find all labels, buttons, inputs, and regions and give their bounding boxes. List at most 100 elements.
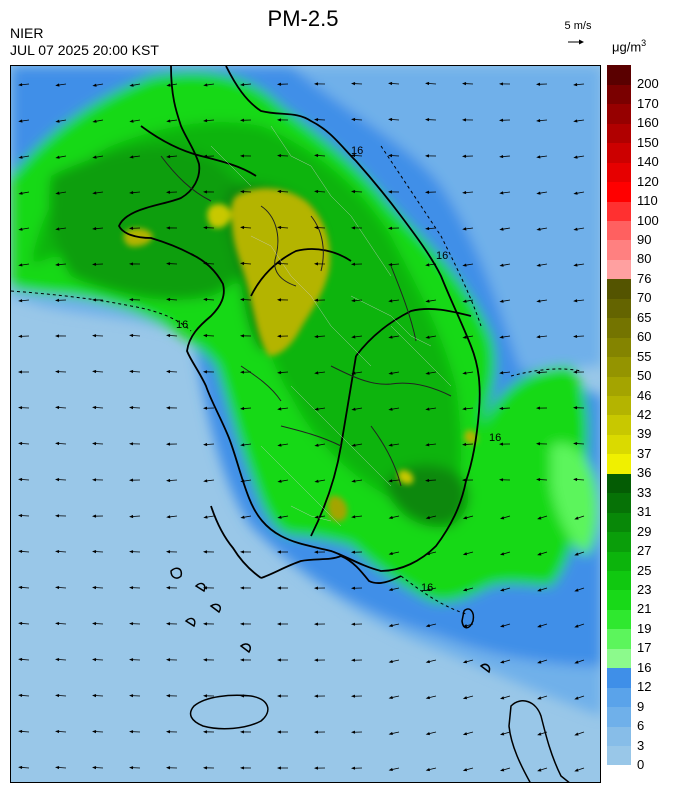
wind-arrow-head [314,443,319,447]
wind-arrow-head [55,83,60,87]
wind-arrow-head [314,407,319,411]
wind-arrow-head [166,119,171,123]
wind-arrow-head [462,118,467,122]
colorbar-cell [607,240,631,260]
colorbar-label: 12 [637,679,652,695]
wind-arrow-head [240,550,245,554]
wind-arrow-head [18,513,23,518]
wind-arrow-head [314,189,319,194]
agency-label: NIER [10,25,44,41]
wind-arrow-head [55,729,60,734]
wind-arrow-head [129,586,134,590]
colorbar-cell [607,278,631,299]
wind-arrow-head [573,155,578,159]
colorbar-label: 80 [637,251,652,267]
wind-arrow-head [203,370,208,374]
wind-arrow-head [573,299,578,303]
wind-arrow-head [425,118,430,122]
wind-arrow-head [55,334,60,338]
wind-arrow-head [166,658,171,662]
colorbar-cell [607,687,631,708]
wind-arrow-head [425,263,430,267]
wind-arrow-head [314,298,319,302]
wind-arrow-head [55,514,60,518]
wind-arrow-head [537,624,542,628]
wind-arrow-head [499,406,504,411]
colorbar-label: 39 [637,426,652,442]
wind-arrow-head [203,515,208,519]
wind-arrow-head [92,622,97,626]
wind-arrow-head [240,261,245,266]
wind-arrow-head [203,83,208,87]
wind-reference-arrow-icon [568,39,584,45]
wind-arrow-head [314,334,319,339]
wind-arrow-head [388,117,393,122]
wind-arrow-head [166,406,171,410]
colorbar-cell [607,570,631,591]
colorbar-label: 19 [637,620,652,636]
wind-arrow-head [499,624,505,628]
wind-arrow-head [92,262,97,266]
colorbar-cell [607,648,631,669]
wind-arrow-head [573,406,578,410]
wind-arrow-head [574,732,579,736]
wind-arrow-head [277,370,282,375]
colorbar-label: 70 [637,290,652,306]
colorbar-cell [607,667,631,688]
wind-arrow-head [462,588,468,592]
wind-arrow-head [573,83,578,87]
colorbar-label: 55 [637,348,652,364]
wind-arrow-head [537,732,542,736]
wind-arrow-head [18,549,23,554]
wind-arrow-head [388,154,393,158]
wind-arrow-head [351,694,356,698]
colorbar-cell [607,84,631,105]
wind-arrow-head [129,550,134,554]
wind-arrow-head [462,227,467,231]
wind-arrow-head [18,119,23,123]
wind-arrow-head [55,549,60,554]
wind-arrow-head [129,83,134,87]
wind-arrow-head [499,552,505,556]
wind-arrow-head [92,155,97,159]
wind-arrow-head [536,406,541,410]
wind-arrow-head [499,478,504,482]
wind-arrow-head [203,261,208,266]
contour-label-southeast: 16 [489,432,501,444]
timestamp-label: JUL 07 2025 20:00 KST [10,42,159,58]
colorbar-cell [607,395,631,416]
wind-arrow-head [574,660,579,664]
wind-arrow-head [203,479,208,483]
colorbar-cell [607,123,631,144]
wind-arrow-head [314,622,319,626]
colorbar-cell [607,142,631,163]
wind-arrow-head [314,515,319,519]
wind-arrow-head [240,515,245,519]
wind-arrow-head [573,477,578,482]
wind-reference-label: 5 m/s [564,20,592,32]
wind-arrow-head [166,297,171,302]
wind-arrow-head [166,515,171,519]
wind-arrow-head [351,766,356,770]
colorbar-cell [607,492,631,513]
wind-arrow-head [536,82,541,86]
wind-arrow-head [92,694,97,698]
colorbar-label: 3 [637,737,645,753]
wind-arrow-head [573,227,578,231]
wind-arrow-head [536,155,541,159]
wind-arrow-head [240,225,245,230]
wind-arrow-head [240,443,245,447]
wind-arrow-head [388,262,393,267]
wind-arrow-head [462,442,467,447]
colorbar-label: 36 [637,465,652,481]
wind-arrow-head [314,479,319,483]
wind-arrow-head [314,226,319,230]
wind-arrow-head [314,694,319,698]
contour-label-north: 16 [351,145,363,157]
wind-arrow-head [388,81,393,86]
colorbar-label: 46 [637,387,652,403]
wind-arrow-head [536,299,541,303]
colorbar-label: 150 [637,134,659,150]
wind-arrow-head [55,155,60,159]
wind-arrow-head [18,729,23,734]
